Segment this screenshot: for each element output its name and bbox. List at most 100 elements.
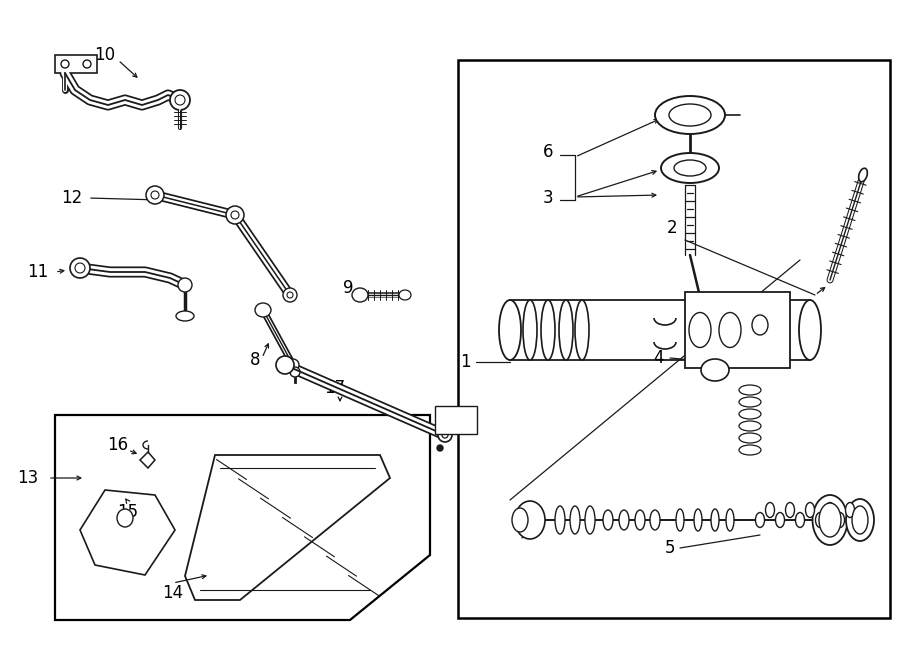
Ellipse shape: [170, 90, 190, 110]
Ellipse shape: [669, 104, 711, 126]
Ellipse shape: [752, 315, 768, 335]
Ellipse shape: [226, 206, 244, 224]
Ellipse shape: [231, 211, 239, 219]
Ellipse shape: [146, 186, 164, 204]
Ellipse shape: [815, 512, 824, 527]
Text: 1: 1: [460, 353, 471, 371]
Ellipse shape: [276, 356, 294, 374]
Bar: [435, 406, 477, 434]
Ellipse shape: [825, 502, 834, 518]
Ellipse shape: [438, 428, 452, 442]
Ellipse shape: [739, 445, 761, 455]
Bar: [458, 60, 890, 618]
Text: 12: 12: [61, 189, 83, 207]
Text: 6: 6: [543, 143, 553, 161]
Bar: [55, 55, 97, 73]
Polygon shape: [140, 452, 155, 468]
Ellipse shape: [726, 509, 734, 531]
Ellipse shape: [739, 421, 761, 431]
Ellipse shape: [846, 499, 874, 541]
Ellipse shape: [766, 502, 775, 518]
Ellipse shape: [61, 60, 69, 68]
Ellipse shape: [796, 512, 805, 527]
Ellipse shape: [75, 263, 85, 273]
Text: 9: 9: [343, 279, 353, 297]
Ellipse shape: [570, 506, 580, 534]
Ellipse shape: [283, 288, 297, 302]
Text: 7: 7: [451, 411, 461, 429]
Ellipse shape: [175, 95, 185, 105]
Ellipse shape: [603, 510, 613, 530]
Ellipse shape: [523, 300, 537, 360]
Ellipse shape: [290, 367, 300, 377]
Ellipse shape: [674, 160, 706, 176]
Ellipse shape: [559, 300, 573, 360]
Ellipse shape: [739, 397, 761, 407]
Ellipse shape: [437, 445, 443, 451]
Ellipse shape: [655, 96, 725, 134]
Bar: [510, 300, 810, 360]
Text: 13: 13: [17, 469, 39, 487]
Text: 17: 17: [324, 379, 346, 397]
Ellipse shape: [689, 313, 711, 348]
Ellipse shape: [151, 191, 159, 199]
Text: 4: 4: [652, 349, 663, 367]
Ellipse shape: [585, 506, 595, 534]
Ellipse shape: [287, 292, 293, 298]
Ellipse shape: [739, 385, 761, 395]
Polygon shape: [185, 455, 390, 600]
Ellipse shape: [819, 503, 841, 537]
Text: 10: 10: [94, 46, 115, 64]
Ellipse shape: [83, 60, 91, 68]
Ellipse shape: [515, 501, 545, 539]
Text: 2: 2: [667, 219, 678, 237]
Ellipse shape: [650, 510, 660, 530]
Ellipse shape: [739, 409, 761, 419]
Bar: [685, 292, 790, 368]
Ellipse shape: [739, 433, 761, 443]
Ellipse shape: [859, 168, 868, 182]
Ellipse shape: [701, 359, 729, 381]
Text: 3: 3: [543, 189, 553, 207]
Ellipse shape: [799, 300, 821, 360]
Text: 5: 5: [665, 539, 675, 557]
Ellipse shape: [835, 512, 844, 527]
Ellipse shape: [541, 300, 555, 360]
Text: 15: 15: [117, 503, 139, 521]
Ellipse shape: [512, 508, 528, 532]
Ellipse shape: [661, 153, 719, 183]
Ellipse shape: [352, 288, 368, 302]
Ellipse shape: [813, 495, 848, 545]
Ellipse shape: [178, 278, 192, 292]
Ellipse shape: [711, 509, 719, 531]
Ellipse shape: [619, 510, 629, 530]
Ellipse shape: [635, 510, 645, 530]
Ellipse shape: [719, 313, 741, 348]
Ellipse shape: [70, 258, 90, 278]
Text: 16: 16: [107, 436, 129, 454]
Ellipse shape: [845, 502, 854, 518]
Text: 11: 11: [27, 263, 49, 281]
Ellipse shape: [176, 311, 194, 321]
Ellipse shape: [442, 432, 448, 438]
Ellipse shape: [555, 506, 565, 534]
Ellipse shape: [499, 300, 521, 360]
Ellipse shape: [776, 512, 785, 527]
Text: 8: 8: [250, 351, 260, 369]
Polygon shape: [55, 415, 430, 620]
Ellipse shape: [786, 502, 795, 518]
Polygon shape: [80, 490, 175, 575]
Ellipse shape: [448, 418, 456, 426]
Ellipse shape: [117, 509, 133, 527]
Ellipse shape: [287, 359, 299, 371]
Ellipse shape: [255, 303, 271, 317]
Ellipse shape: [755, 512, 764, 527]
Ellipse shape: [676, 509, 684, 531]
Ellipse shape: [399, 290, 411, 300]
Ellipse shape: [852, 506, 868, 534]
Ellipse shape: [575, 300, 589, 360]
Ellipse shape: [442, 412, 462, 428]
Ellipse shape: [806, 502, 814, 518]
Ellipse shape: [694, 509, 702, 531]
Text: 14: 14: [162, 584, 184, 602]
